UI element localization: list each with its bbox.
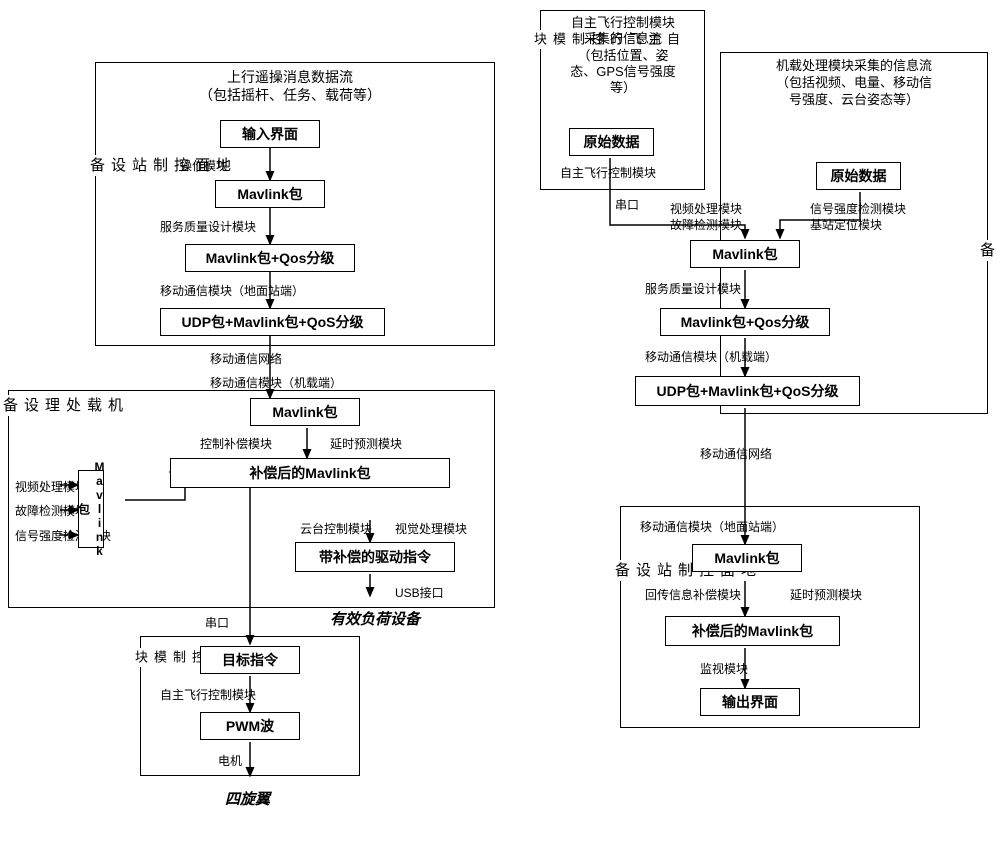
node-udp-2: UDP包+Mavlink包+QoS分级 [635,376,860,406]
node-input-ui: 输入界面 [220,120,320,148]
edge-usb: USB接口 [395,584,444,601]
edge-gimbal: 云台控制模块 [300,520,372,537]
edge-feedback: 回传信息补偿模块 [645,586,741,603]
out-payload: 有效负荷设备 [330,608,420,629]
title-air-right: 机载处理模块采集的信息流 （包括视频、电量、移动信 号强度、云台姿态等） [730,58,978,109]
edge-bs-r: 基站定位模块 [810,216,882,233]
edge-motor: 电机 [218,752,242,769]
edge-mobile-gs-1: 移动通信模块（地面站端） [160,282,304,299]
node-udp-1: UDP包+Mavlink包+QoS分级 [160,308,385,336]
node-target-cmd: 目标指令 [200,646,300,674]
edge-qos-1: 服务质量设计模块 [160,218,256,235]
edge-delay-2: 延时预测模块 [790,586,862,603]
node-mavlink-3: Mavlink包 [690,240,800,268]
edge-serial-2: 串口 [615,196,639,213]
edge-mobile-net-2: 移动通信网络 [700,445,772,462]
edge-ctrl-comp: 控制补偿模块 [200,435,272,452]
edge-mobile-air-1: 移动通信模块（机载端） [210,374,342,391]
node-mavlink-2: Mavlink包 [250,398,360,426]
edge-op-mod: 操作模块 [180,157,228,174]
node-mavlink-1: Mavlink包 [215,180,325,208]
label-air-right: 机载处理设备 [976,240,1000,261]
node-pwm: PWM波 [200,712,300,740]
node-mavlink-qos-1: Mavlink包+Qos分级 [185,244,355,272]
edge-fault-r: 故障检测模块 [670,216,742,233]
edge-afc-mod-2: 自主飞行控制模块 [560,164,656,181]
edge-signal-r: 信号强度检测模块 [810,200,906,217]
edge-qos-2: 服务质量设计模块 [645,280,741,297]
node-drive-cmd: 带补偿的驱动指令 [295,542,455,572]
label-air-left: 机载处理设备 [0,395,125,416]
node-mav-side: Mavlink包 [78,470,104,548]
node-raw-1: 原始数据 [569,128,654,156]
edge-mobile-air-2: 移动通信模块（机载端） [645,348,777,365]
out-quad: 四旋翼 [225,788,270,809]
edge-serial-1: 串口 [205,614,229,631]
node-comp-mav-2: 补偿后的Mavlink包 [665,616,840,646]
node-mavlink-4: Mavlink包 [692,544,802,572]
node-raw-2: 原始数据 [816,162,901,190]
edge-vision: 视觉处理模块 [395,520,467,537]
edge-mobile-net-1: 移动通信网络 [210,350,282,367]
edge-afc-mod: 自主飞行控制模块 [160,686,256,703]
node-comp-mav-1: 补偿后的Mavlink包 [170,458,450,488]
edge-video-r: 视频处理模块 [670,200,742,217]
node-output-ui: 输出界面 [700,688,800,716]
edge-delay-1: 延时预测模块 [330,435,402,452]
node-mavlink-qos-2: Mavlink包+Qos分级 [660,308,830,336]
title-left: 上行遥操消息数据流 （包括摇杆、任务、载荷等） [150,68,430,104]
title-afc-right: 自主飞行控制模块 采集的信息流 （包括位置、姿 态、GPS信号强度 等） [548,15,698,96]
edge-monitor: 监视模块 [700,660,748,677]
